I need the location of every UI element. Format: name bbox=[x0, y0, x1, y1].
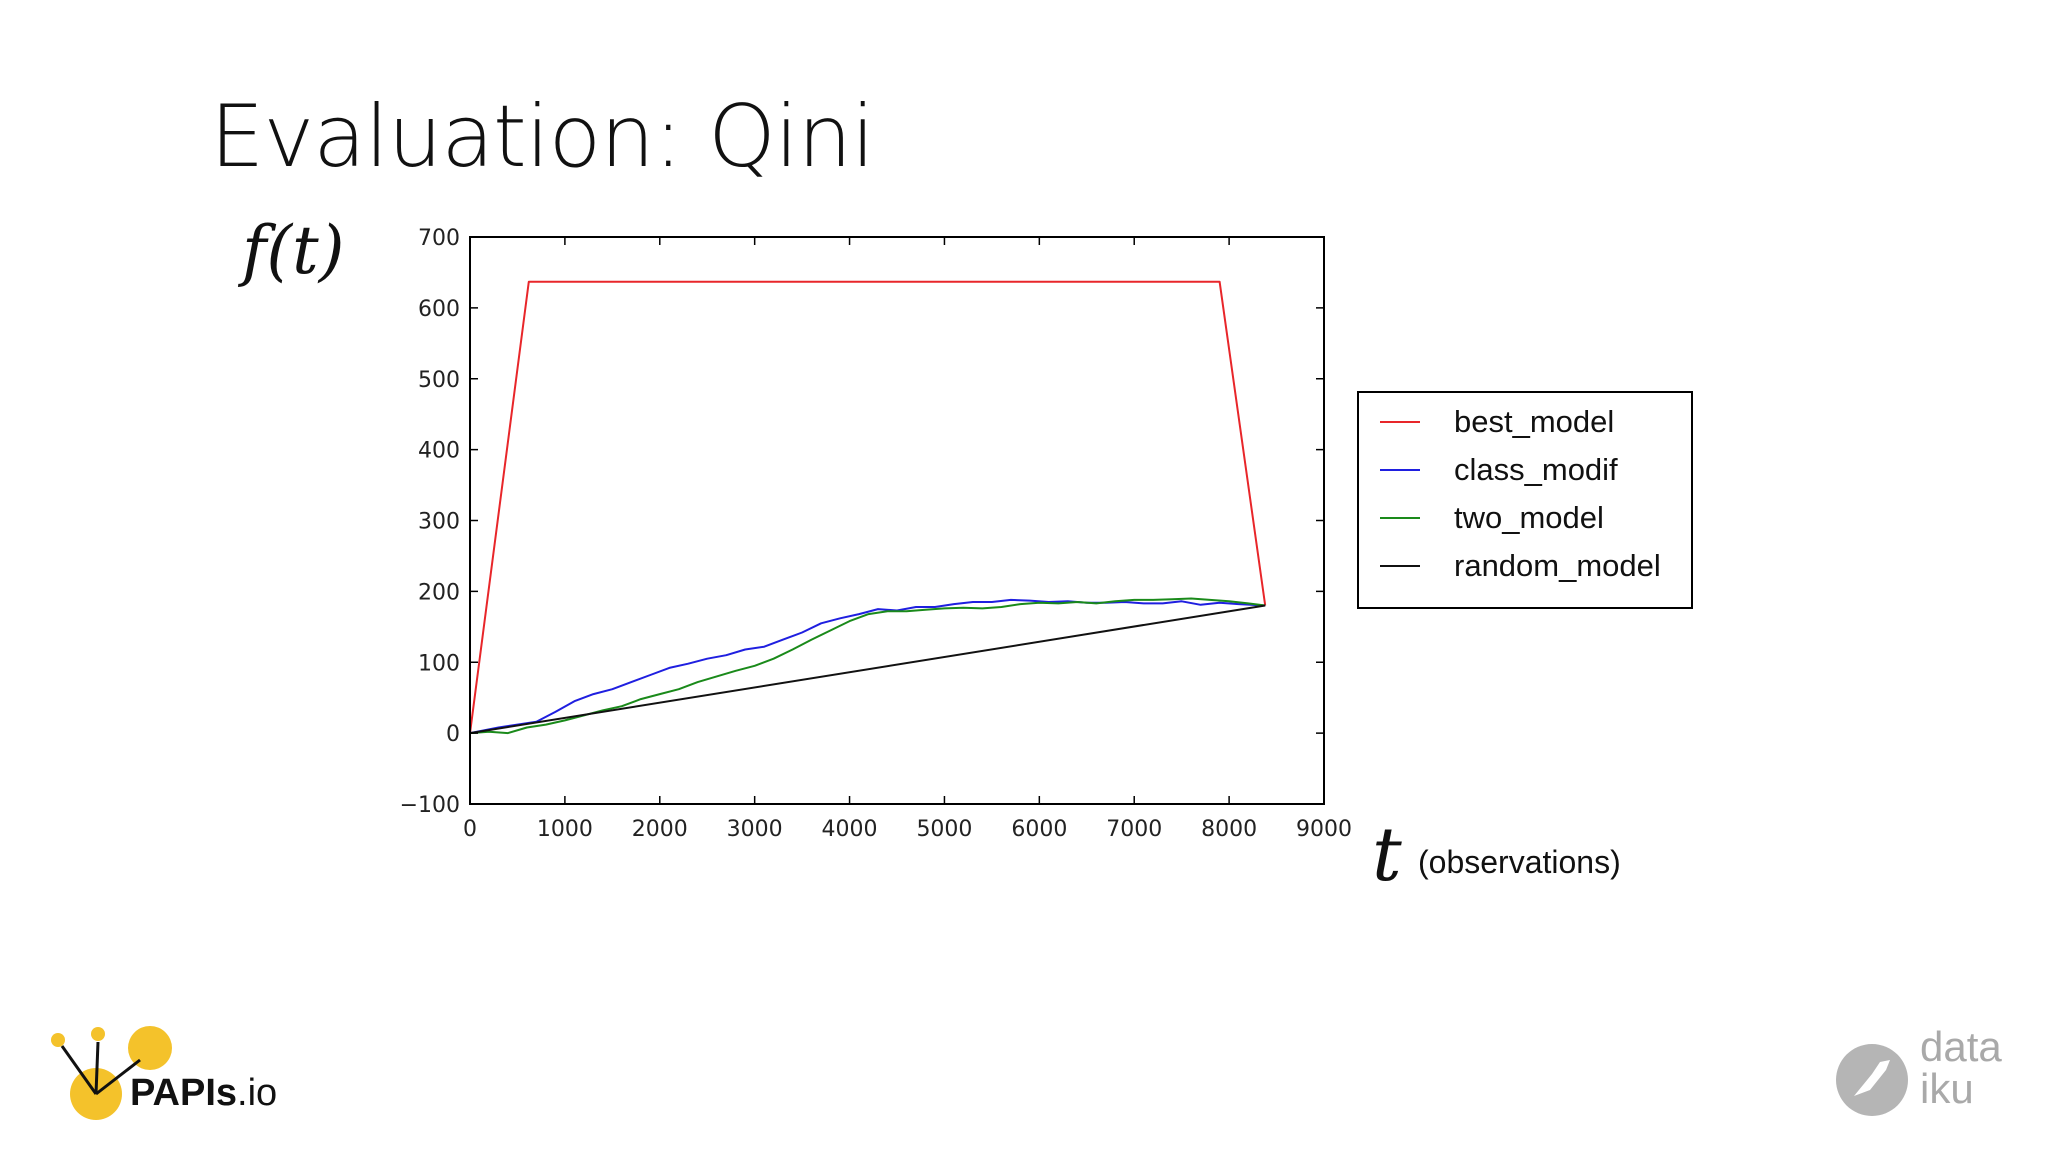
slide-title: Evaluation: Qini bbox=[210, 87, 875, 187]
y-tick-label: 700 bbox=[418, 226, 460, 251]
x-tick-label: 4000 bbox=[822, 817, 878, 842]
x-axis-label: (observations) bbox=[1418, 844, 1621, 880]
plot-frame bbox=[469, 236, 1325, 805]
x-tick-label: 8000 bbox=[1201, 817, 1257, 842]
x-tick-label: 5000 bbox=[916, 817, 972, 842]
dataiku-line-2: iku bbox=[1920, 1065, 1974, 1112]
series-line-class_modif bbox=[469, 598, 1266, 735]
y-tick-label: 0 bbox=[446, 722, 460, 747]
legend: best_model class_modif two_model random_mod… bbox=[1357, 391, 1693, 609]
y-tick-label: 200 bbox=[418, 580, 460, 605]
series-line-two_model bbox=[469, 597, 1266, 735]
x-tick-label: 0 bbox=[463, 817, 477, 842]
papis-wordmark: PAPIs.io bbox=[130, 1072, 278, 1114]
y-tick-label: 600 bbox=[418, 297, 460, 322]
legend-label-class_modif: class_modif bbox=[1454, 452, 1618, 487]
y-tick-label: 500 bbox=[418, 368, 460, 393]
x-tick-label: 6000 bbox=[1011, 817, 1067, 842]
dataiku-bird-icon bbox=[1836, 1044, 1908, 1116]
x-tick-label: 2000 bbox=[632, 817, 688, 842]
legend-label-random_model: random_model bbox=[1454, 548, 1661, 583]
dataiku-line-1: data bbox=[1920, 1023, 2002, 1070]
y-tick-label: 400 bbox=[418, 439, 460, 464]
x-tick-label: 1000 bbox=[537, 817, 593, 842]
series-line-random_model bbox=[469, 604, 1266, 735]
y-axis-label: f(t) bbox=[242, 212, 345, 289]
x-axis-symbol: t bbox=[1372, 812, 1402, 898]
papis-logo-icon bbox=[51, 1026, 172, 1120]
x-tick-label: 9000 bbox=[1296, 817, 1352, 842]
legend-label-two_model: two_model bbox=[1454, 500, 1604, 535]
x-tick-label: 7000 bbox=[1106, 817, 1162, 842]
y-tick-label: 300 bbox=[418, 510, 460, 535]
plot-area: 0 1000 2000 3000 4000 5000 6000 7000 8000 9000−10… bbox=[400, 226, 1352, 842]
x-tick-label: 3000 bbox=[727, 817, 783, 842]
series-line-best_model bbox=[469, 280, 1267, 734]
dataiku-wordmark: data iku bbox=[1920, 1026, 2002, 1110]
y-tick-label: 100 bbox=[418, 651, 460, 676]
legend-label-best_model: best_model bbox=[1454, 404, 1614, 439]
y-tick-label: −100 bbox=[400, 793, 460, 818]
legend-box bbox=[1357, 391, 1693, 609]
